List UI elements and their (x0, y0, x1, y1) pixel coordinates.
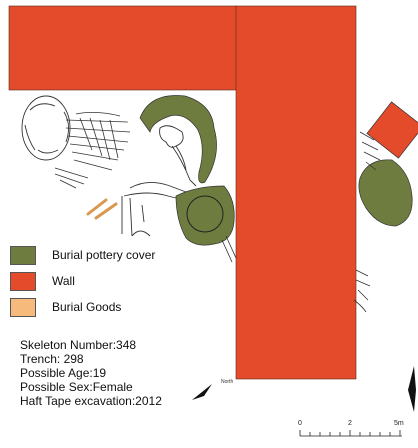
pottery-cover-right (358, 159, 413, 227)
legend: Burial pottery cover Wall Burial Goods (10, 244, 210, 322)
possible-sex: Possible Sex:Female (20, 380, 133, 394)
legend-item-pottery: Burial pottery cover (10, 244, 210, 270)
excavation: Haft Tape excavation:2012 (20, 394, 162, 408)
legend-label-wall: Wall (52, 274, 75, 288)
legend-swatch-pottery (10, 246, 36, 265)
skull-drawing (21, 95, 71, 161)
pottery-cover-ring (186, 195, 224, 233)
scale-label-2: 2 (348, 420, 352, 427)
scale-bar (299, 430, 402, 437)
legend-item-goods: Burial Goods (10, 296, 210, 322)
wall-fragment-right (366, 101, 418, 159)
burial-goods (86, 198, 118, 220)
north-arrow-icon (192, 384, 212, 400)
legend-item-wall: Wall (10, 270, 210, 296)
scale-label-0: 0 (298, 420, 302, 427)
pottery-cover-main (139, 95, 217, 184)
edge-marker-icon (408, 366, 416, 412)
leg-bones-drawing (221, 235, 237, 263)
rib-cage-drawing (54, 112, 131, 189)
legend-swatch-goods (10, 298, 36, 317)
skeleton-number: Skeleton Number:348 (20, 338, 137, 352)
legend-label-pottery: Burial pottery cover (52, 248, 156, 262)
wall-horizontal (8, 5, 238, 91)
pelvis-femur-drawing (121, 125, 197, 237)
trench: Trench: 298 (20, 352, 84, 366)
wall-vertical (235, 5, 357, 380)
possible-age: Possible Age:19 (20, 366, 107, 380)
pottery-cover-lower (175, 185, 235, 246)
right-bones-drawing (353, 131, 381, 313)
north-label: North (221, 379, 234, 385)
legend-swatch-wall (10, 272, 36, 291)
skeleton-info: Skeleton Number:348 Trench: 298 Possible… (20, 338, 162, 408)
legend-label-goods: Burial Goods (52, 300, 122, 314)
scale-label-5m: 5m (394, 420, 404, 427)
